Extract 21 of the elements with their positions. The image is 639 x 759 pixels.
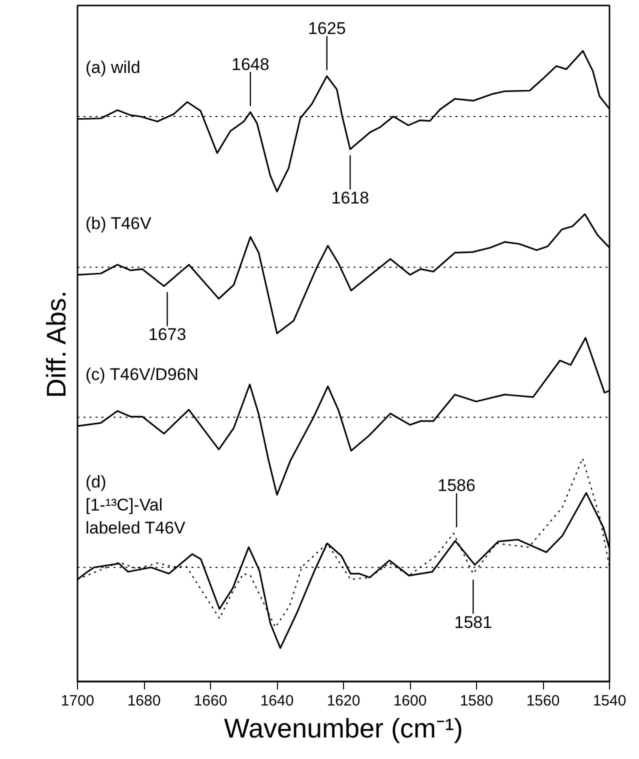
x-tick-label: 1620: [326, 692, 360, 710]
text: (b) T46V: [86, 214, 152, 233]
annotation: 1648: [231, 54, 270, 74]
annotation: 1581: [454, 612, 492, 632]
x-tick-label: 1640: [260, 692, 294, 710]
x-tick-label: 1660: [194, 692, 228, 710]
annotation: 1618: [331, 188, 370, 208]
x-axis-title: Wavenumber (cm⁻¹): [224, 714, 464, 744]
annotation: 1586: [438, 476, 476, 496]
annotation: 1673: [148, 325, 186, 344]
y-axis-title: Diff. Abs.: [42, 290, 72, 398]
annotation: 1625: [308, 19, 346, 38]
series-label: (d) [1-¹³C]-Val labeled T46V: [86, 472, 186, 538]
series-label: (c) T46V/D96N: [86, 365, 199, 384]
x-tick-label: 1700: [60, 692, 94, 710]
x-tick-label: 1680: [127, 692, 161, 710]
x-tick-label: 1560: [526, 692, 560, 710]
x-tick-label: 1600: [393, 692, 427, 710]
text: (a) wild: [86, 58, 140, 78]
x-tick-label: 1540: [592, 692, 626, 710]
x-tick-label: 1580: [460, 692, 494, 710]
